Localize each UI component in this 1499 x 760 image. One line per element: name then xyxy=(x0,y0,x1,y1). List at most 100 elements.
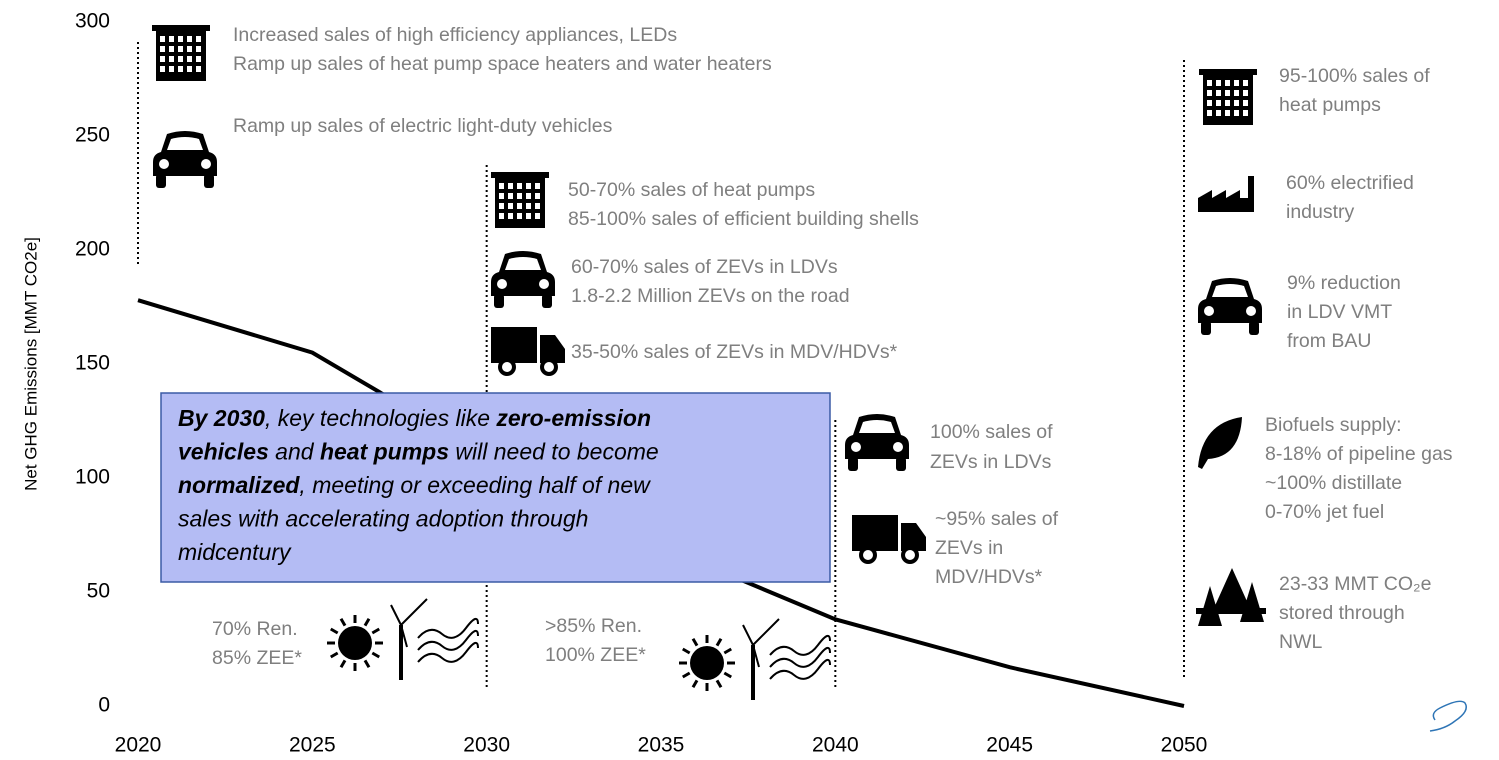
icon-building xyxy=(1243,80,1248,86)
decoration xyxy=(1429,700,1467,732)
icon-building xyxy=(160,56,165,62)
icon-building xyxy=(187,36,192,42)
icon-building xyxy=(1225,100,1230,106)
callout-text: By 2030, key technologies like zero-emis… xyxy=(178,405,651,431)
icon-car xyxy=(896,457,906,471)
icon-car xyxy=(156,174,166,188)
icon-building xyxy=(160,46,165,52)
callout-text: normalized, meeting or exceeding half of… xyxy=(178,472,651,498)
annotation: ZEVs in xyxy=(935,537,1003,559)
icon-car xyxy=(497,279,507,289)
annotation: 9% reduction xyxy=(1287,272,1401,294)
icon-building xyxy=(178,46,183,52)
icon-car xyxy=(1198,278,1262,323)
icon-sun xyxy=(363,659,371,668)
y-axis-label: Net GHG Emissions [MMT CO2e] xyxy=(21,237,40,491)
icon-building xyxy=(535,213,540,219)
icon-truck xyxy=(901,523,926,551)
icon-wind xyxy=(417,641,479,663)
icon-car xyxy=(848,457,858,471)
icon-building xyxy=(499,213,504,219)
icon-building xyxy=(1243,110,1248,116)
callout-text: vehicles and heat pumps will need to bec… xyxy=(178,439,659,465)
annotation: 1.8-2.2 Million ZEVs on the road xyxy=(571,285,850,307)
annotation: 23-33 MMT CO₂e xyxy=(1279,573,1431,595)
icon-building xyxy=(517,203,522,209)
callout-segment: will need to become xyxy=(449,439,659,465)
icon-building xyxy=(160,36,165,42)
callout-segment: By 2030 xyxy=(178,405,265,431)
icon-car xyxy=(1249,321,1259,335)
icon-sun xyxy=(371,651,380,659)
annotation: 50-70% sales of heat pumps xyxy=(568,179,815,201)
icon-building xyxy=(526,183,531,189)
callout-segment: normalized xyxy=(178,472,300,498)
icon-building xyxy=(196,46,201,52)
icon-building xyxy=(152,25,210,31)
icon-car xyxy=(491,251,555,296)
icon-car xyxy=(201,159,211,169)
icon-sun xyxy=(723,647,732,655)
icon-building xyxy=(526,213,531,219)
x-tick-label: 2030 xyxy=(463,734,510,757)
annotation: 35-50% sales of ZEVs in MDV/HDVs* xyxy=(571,341,898,363)
icon-sun xyxy=(690,646,724,680)
annotation: 100% sales of xyxy=(930,421,1053,443)
icon-wind xyxy=(769,634,831,656)
annotation: from BAU xyxy=(1287,330,1372,352)
icon-building xyxy=(535,203,540,209)
annotation: NWL xyxy=(1279,631,1322,653)
callout-segment: vehicles xyxy=(178,439,269,465)
annotation: Increased sales of high efficiency appli… xyxy=(233,24,677,46)
icon-turbine xyxy=(390,598,428,648)
annotation: >85% Ren. xyxy=(545,615,642,637)
icon-building xyxy=(1225,90,1230,96)
icon-sun xyxy=(715,638,723,647)
icon-car xyxy=(893,442,903,452)
y-tick-label: 0 xyxy=(98,694,110,717)
icon-car xyxy=(845,414,909,459)
icon-building xyxy=(178,56,183,62)
x-tick-label: 2020 xyxy=(115,734,162,757)
icon-building xyxy=(1225,110,1230,116)
callout-segment: midcentury xyxy=(178,539,292,565)
annotation: heat pumps xyxy=(1279,94,1381,116)
icon-building xyxy=(169,46,174,52)
icon-building xyxy=(1216,100,1221,106)
annotation: 100% ZEE* xyxy=(545,644,646,666)
annotation: stored through xyxy=(1279,602,1405,624)
icon-building xyxy=(508,183,513,189)
icon-car xyxy=(153,131,217,176)
icon-turbine xyxy=(742,618,780,668)
icon-truck xyxy=(852,515,898,551)
y-tick-label: 50 xyxy=(87,580,110,603)
icon-building xyxy=(1216,80,1221,86)
icon-sun xyxy=(682,647,691,655)
icon-sun xyxy=(330,627,339,635)
x-tick-label: 2025 xyxy=(289,734,336,757)
callout-text: midcentury xyxy=(178,539,292,565)
icon-car xyxy=(859,420,895,433)
y-tick-label: 250 xyxy=(75,124,110,147)
icon-sun xyxy=(682,671,691,679)
annotation: 85-100% sales of efficient building shel… xyxy=(568,208,919,230)
x-tick-label: 2035 xyxy=(638,734,685,757)
icon-tree xyxy=(1196,608,1266,614)
callout-box xyxy=(160,392,831,583)
icon-sun xyxy=(691,679,699,688)
annotation: 70% Ren. xyxy=(212,618,298,640)
icon-sun xyxy=(715,679,723,688)
icon-truck xyxy=(491,327,537,363)
icon-building xyxy=(1234,100,1239,106)
icon-truck xyxy=(540,358,558,376)
icon-sun xyxy=(363,618,371,627)
icon-sun xyxy=(691,638,699,647)
icon-sun xyxy=(338,626,372,660)
icon-truck xyxy=(901,546,919,564)
icon-car xyxy=(542,294,552,308)
icon-truck xyxy=(498,358,516,376)
annotation: Ramp up sales of electric light-duty veh… xyxy=(233,115,613,137)
icon-sun xyxy=(339,659,347,668)
annotation: industry xyxy=(1286,201,1355,223)
